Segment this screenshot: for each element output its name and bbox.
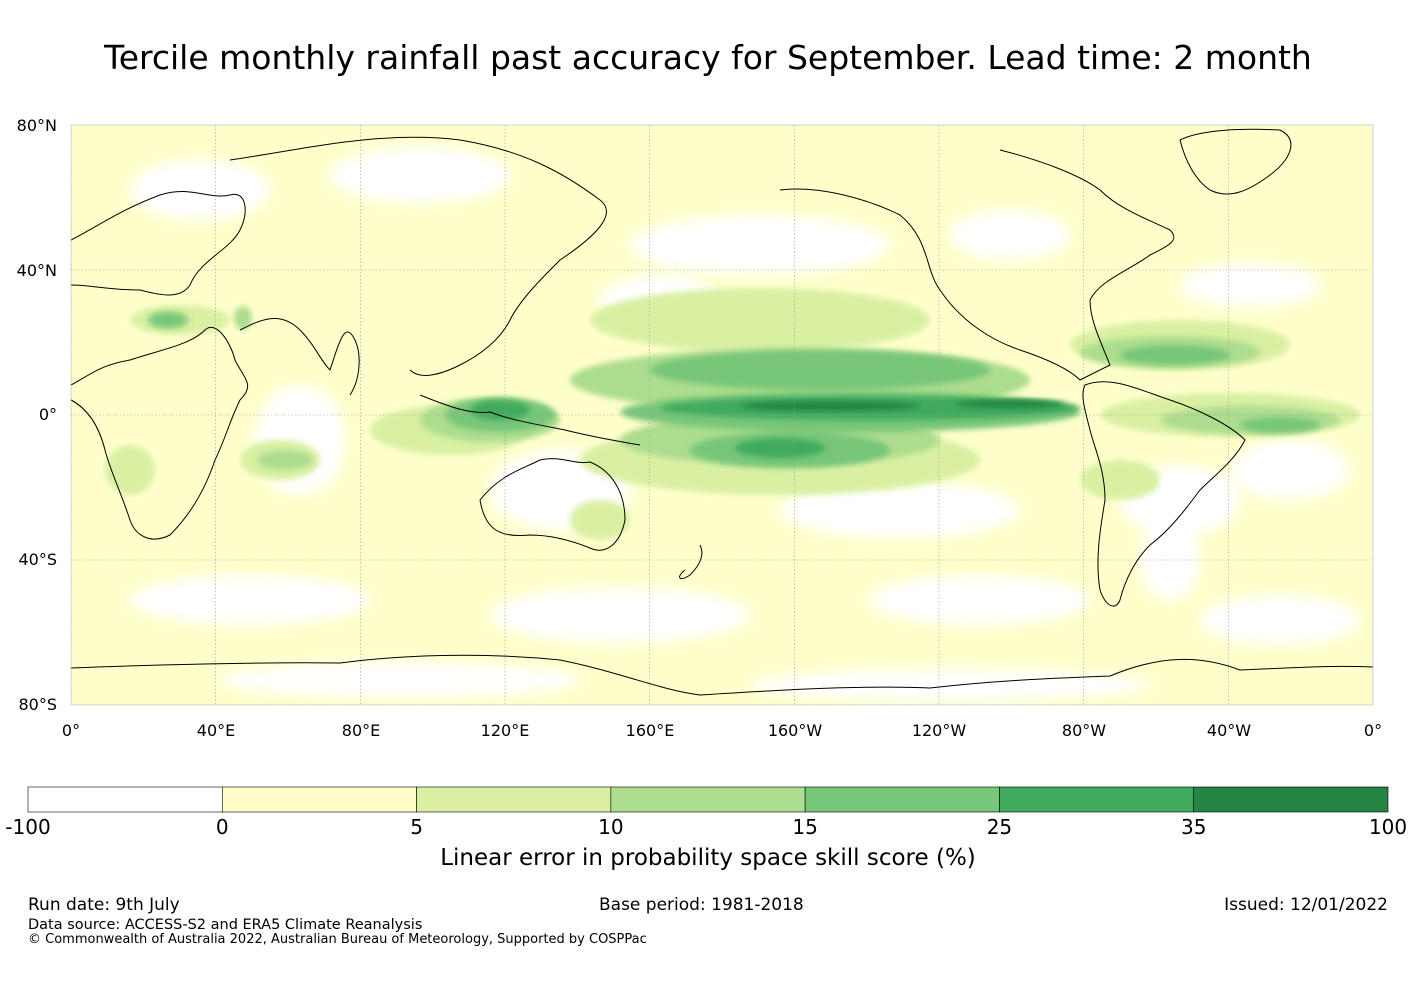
europe-coast xyxy=(71,191,246,296)
arabia-india-coast xyxy=(239,317,360,396)
lat-label-0: 0° xyxy=(39,405,57,424)
base-period: Base period: 1981-2018 xyxy=(599,895,804,915)
asia-coast xyxy=(229,136,607,376)
lon-axis: 0° 40°E 80°E 120°E 160°E 160°W 120°W 80°… xyxy=(62,721,1382,740)
lon-label-160e: 160°E xyxy=(626,721,675,740)
lon-label-40w: 40°W xyxy=(1207,721,1251,740)
colorbar-tick-label: 5 xyxy=(410,815,423,839)
colorbar-title: Linear error in probability space skill … xyxy=(440,845,976,871)
lon-label-0-right: 0° xyxy=(1364,721,1382,740)
issued-date: Issued: 12/01/2022 xyxy=(1224,895,1388,915)
colorbar-segment xyxy=(804,786,1000,813)
skill-35-100-patches xyxy=(740,400,1065,411)
colorbar-tick-label: 10 xyxy=(598,815,623,839)
lon-label-120e: 120°E xyxy=(481,721,530,740)
lon-label-0-left: 0° xyxy=(62,721,80,740)
north-america-coast xyxy=(779,149,1175,381)
colorbar-tick-label: 35 xyxy=(1181,815,1206,839)
lat-axis: 80°N 40°N 0° 40°S 80°S xyxy=(17,116,57,714)
maritime-continent xyxy=(419,394,641,446)
colorbar: -100 0 5 10 15 25 35 100 xyxy=(5,786,1407,839)
colorbar-segment xyxy=(1193,786,1389,813)
lon-label-160w: 160°W xyxy=(768,721,823,740)
lat-label-40n: 40°N xyxy=(17,261,57,280)
south-america-coast xyxy=(1082,381,1246,607)
new-zealand-coast xyxy=(679,544,703,580)
lat-label-80n: 80°N xyxy=(17,116,57,135)
australia-coast xyxy=(479,458,626,551)
coastlines xyxy=(71,128,1373,696)
lat-label-40s: 40°S xyxy=(18,550,57,569)
map-frame xyxy=(70,124,1374,706)
africa-coast xyxy=(71,327,249,540)
skill-field xyxy=(71,125,1373,705)
colorbar-segment xyxy=(221,786,417,813)
lon-label-80w: 80°W xyxy=(1062,721,1106,740)
copyright: © Commonwealth of Australia 2022, Austra… xyxy=(28,932,647,947)
lon-label-40e: 40°E xyxy=(197,721,235,740)
lon-label-120w: 120°W xyxy=(912,721,967,740)
colorbar-tick-label: 100 xyxy=(1369,815,1407,839)
colorbar-tick-label: 0 xyxy=(216,815,229,839)
colorbar-tick-label: 15 xyxy=(792,815,817,839)
lon-label-80e: 80°E xyxy=(342,721,380,740)
colorbar-segment xyxy=(416,786,612,813)
greenland-coast xyxy=(1179,128,1292,195)
run-date: Run date: 9th July xyxy=(28,895,180,915)
graticule xyxy=(71,125,1373,705)
colorbar-segment xyxy=(27,786,223,813)
colorbar-segment xyxy=(610,786,806,813)
antarctica-coast xyxy=(71,654,1373,696)
chart-title: Tercile monthly rainfall past accuracy f… xyxy=(104,38,1312,77)
colorbar-segment xyxy=(999,786,1195,813)
colorbar-tick-label: -100 xyxy=(5,815,50,839)
colorbar-tick-label: 25 xyxy=(987,815,1012,839)
lat-label-80s: 80°S xyxy=(18,695,57,714)
data-source: Data source: ACCESS-S2 and ERA5 Climate … xyxy=(28,917,423,933)
